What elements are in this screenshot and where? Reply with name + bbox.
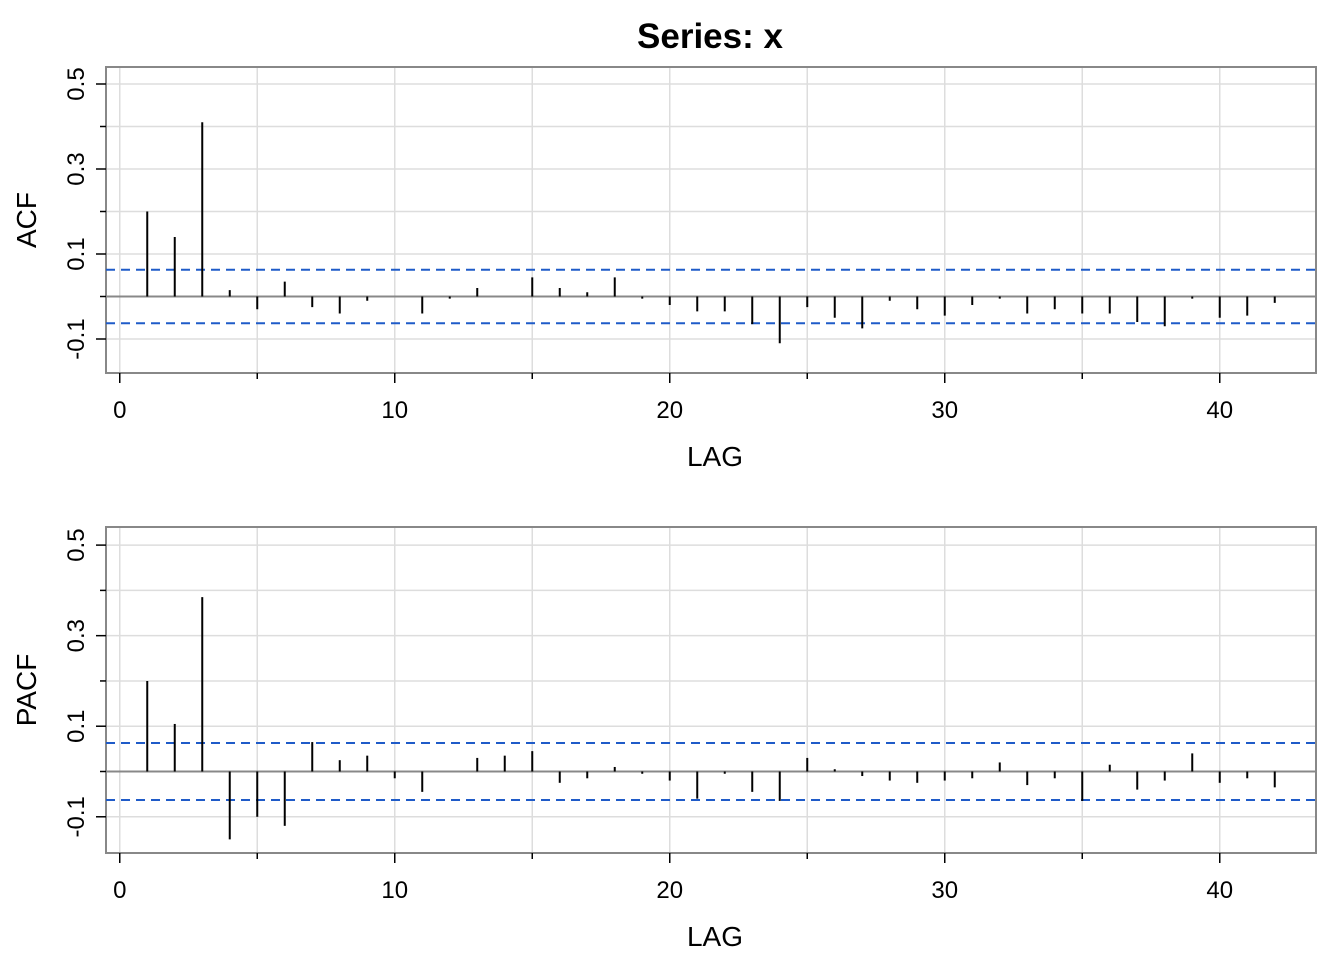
x-tick-label: 0: [113, 877, 126, 904]
x-tick-label: 10: [381, 877, 408, 904]
y-axis-label: PACF: [11, 654, 42, 727]
pacf-panel: 0 10 20 30 40 -0.1 0.1 0.3 0.5 LAG PACF: [11, 526, 1317, 952]
y-tick-label: 0.3: [63, 619, 90, 652]
x-tick-label: 40: [1206, 397, 1233, 424]
x-axis-label: LAG: [687, 441, 743, 472]
chart-title: Series: x: [637, 17, 783, 56]
y-tick-label: 0.1: [63, 710, 90, 743]
x-tick-label: 20: [656, 397, 683, 424]
x-tick-label: 30: [931, 877, 958, 904]
x-tick-label: 20: [656, 877, 683, 904]
y-tick-label: 0.5: [63, 528, 90, 561]
acf-panel: 0 10 20 30 40 -0.1 0.1 0.3 0.5 LAG ACF: [11, 66, 1317, 472]
y-tick-label: -0.1: [63, 318, 90, 359]
x-tick-label: 0: [113, 397, 126, 424]
y-tick-label: 0.1: [63, 237, 90, 270]
y-tick-label: 0.3: [63, 152, 90, 185]
x-tick-label: 10: [381, 397, 408, 424]
y-tick-label: 0.5: [63, 67, 90, 100]
x-tick-label: 30: [931, 397, 958, 424]
plot-frame: [105, 526, 1317, 854]
y-tick-label: -0.1: [63, 796, 90, 837]
y-axis-label: ACF: [11, 192, 42, 248]
plot-frame: [105, 66, 1317, 374]
x-axis-label: LAG: [687, 921, 743, 952]
x-tick-label: 40: [1206, 877, 1233, 904]
